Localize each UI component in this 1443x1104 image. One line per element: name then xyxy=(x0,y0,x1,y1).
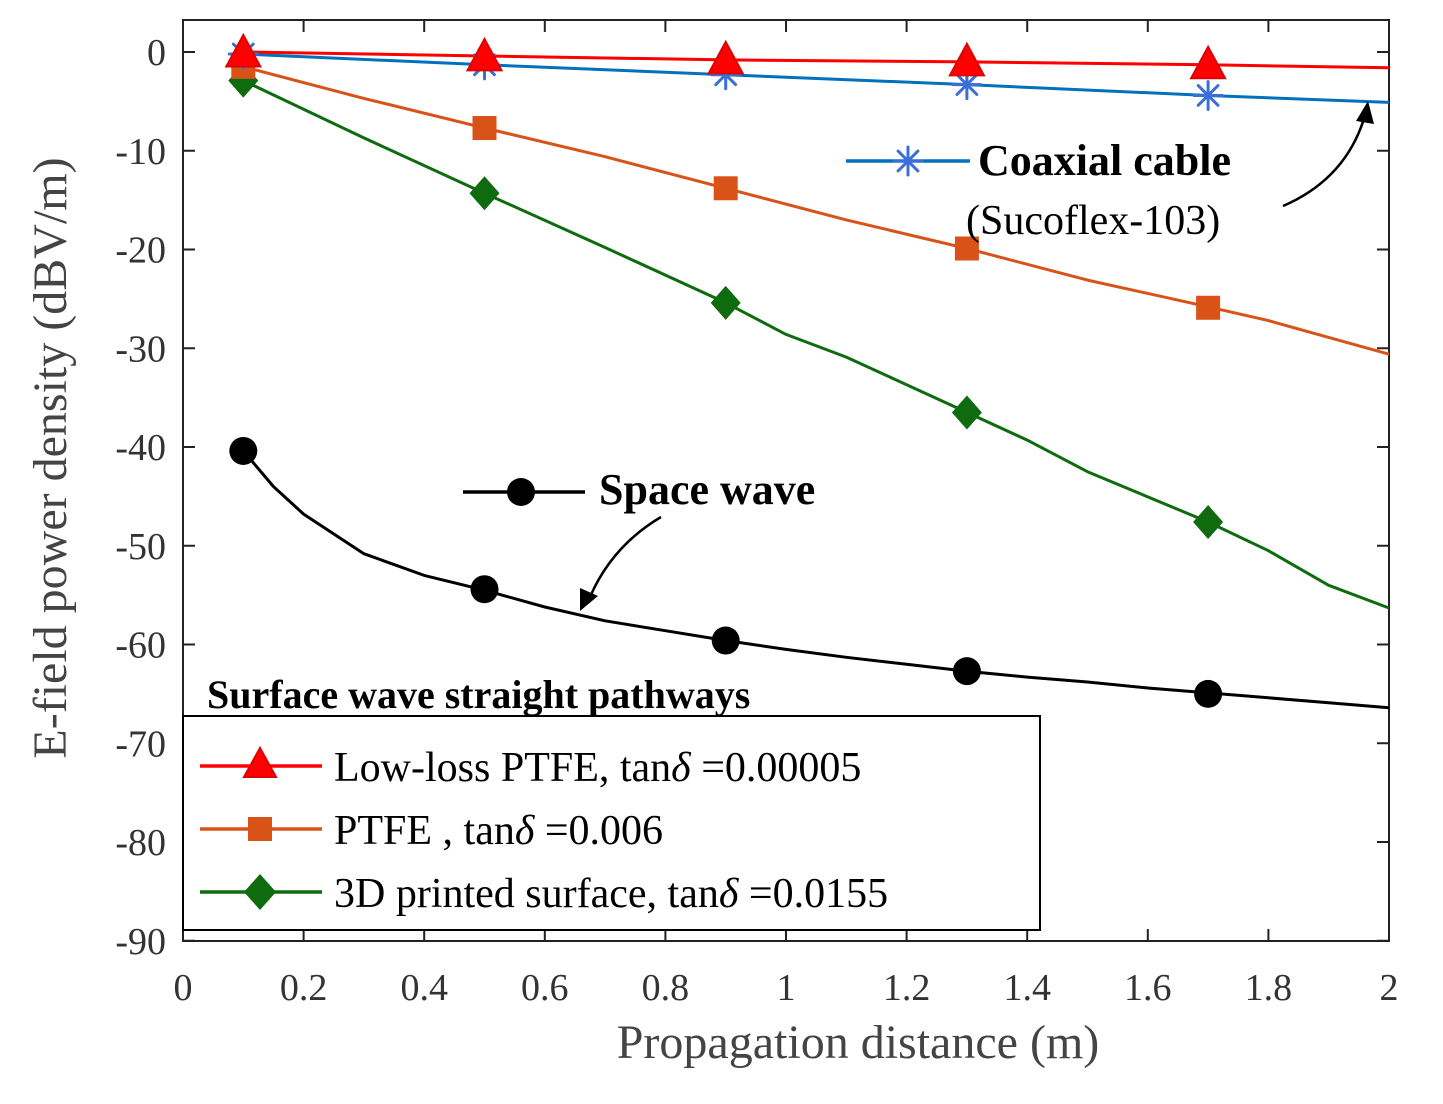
x-axis-label: Propagation distance (m) xyxy=(617,1016,1100,1069)
x-tick-label: 0.6 xyxy=(521,967,569,1009)
x-tick-label: 1.4 xyxy=(1003,967,1051,1009)
space-wave-legend-marker xyxy=(507,478,535,506)
data-point-triangle xyxy=(1189,44,1227,80)
asterisk-stroke xyxy=(1196,84,1220,107)
space-wave-label: Space wave xyxy=(599,465,815,514)
coax-arrow xyxy=(1282,111,1368,208)
legend-text-low-loss: Low-loss PTFE, tanδ =0.00005 xyxy=(334,745,861,791)
series-line-asterisk xyxy=(243,52,1390,104)
series-line-triangle xyxy=(243,50,1390,70)
series-line-diamond xyxy=(242,79,1390,610)
data-point-diamond xyxy=(469,176,500,211)
series-line-circle xyxy=(242,449,1390,710)
y-tick-label: -20 xyxy=(115,230,166,272)
data-point-circle xyxy=(952,657,981,686)
x-tick-label: 0.4 xyxy=(400,967,448,1009)
coax-subtitle: (Sucoflex-103) xyxy=(966,198,1220,244)
asterisk-stroke xyxy=(955,73,979,96)
y-tick-label: -10 xyxy=(115,131,166,173)
legend-text-ptfe: PTFE , tanδ =0.006 xyxy=(334,808,663,854)
legend-entry-ptfe: PTFE , tanδ =0.006 xyxy=(200,808,663,854)
data-point-square xyxy=(1196,295,1221,320)
x-tick-label: 1.8 xyxy=(1245,967,1293,1009)
y-tick-label: -90 xyxy=(115,921,166,963)
y-axis-label: E-field power density (dBV/m) xyxy=(24,157,77,758)
legend-marker-low-loss xyxy=(242,745,278,778)
y-tick-label: -50 xyxy=(115,526,166,568)
y-tick-label: 0 xyxy=(147,32,166,74)
space-wave-arrowhead xyxy=(580,588,598,611)
data-point-square xyxy=(713,176,738,201)
space-wave-arrow xyxy=(588,515,662,598)
data-point-triangle xyxy=(465,36,504,72)
y-tick-label: -40 xyxy=(115,427,166,469)
legend-entry-3d-printed: 3D printed surface, tanδ =0.0155 xyxy=(200,871,888,917)
series-markers-circle xyxy=(229,436,1223,708)
data-point-square xyxy=(954,236,979,261)
coax-arrowhead xyxy=(1356,101,1374,124)
data-point-triangle xyxy=(224,32,262,68)
series-markers-diamond xyxy=(228,63,1224,540)
data-point-circle xyxy=(1194,679,1223,708)
x-tick-label: 2 xyxy=(1380,967,1399,1009)
data-point-circle xyxy=(229,436,258,465)
data-point-square xyxy=(472,116,497,141)
legend-entry-low-loss: Low-loss PTFE, tanδ =0.00005 xyxy=(200,745,861,791)
x-tick-label: 0.2 xyxy=(280,967,328,1009)
data-point-circle xyxy=(711,626,740,655)
legend-marker-3d-printed xyxy=(244,874,276,910)
coax-title: Coaxial cable xyxy=(978,136,1231,185)
coax-annotation: Coaxial cable (Sucoflex-103) xyxy=(846,101,1374,244)
data-point-asterisk xyxy=(1192,79,1224,111)
series-lines xyxy=(242,50,1390,710)
x-tick-label: 0 xyxy=(174,967,193,1009)
x-tick-label: 0.8 xyxy=(642,967,690,1009)
coax-legend-marker xyxy=(892,145,924,177)
asterisk-stroke xyxy=(896,149,920,173)
series-line-square xyxy=(242,65,1390,356)
data-point-triangle xyxy=(707,39,745,75)
y-tick-label: -80 xyxy=(115,822,166,864)
axis-ticks: 0 0.2 0.4 0.6 0.8 1 1.2 1.4 1.6 1.8 2 0 -10 -20 -30 -40… xyxy=(115,20,1399,1009)
data-point-diamond xyxy=(951,395,982,430)
data-point-diamond xyxy=(1193,505,1224,540)
asterisk-icon xyxy=(892,145,924,177)
series-markers xyxy=(224,32,1227,708)
legend-title: Surface wave straight pathways xyxy=(207,672,750,717)
legend: Surface wave straight pathways Low-loss … xyxy=(182,672,1041,931)
legend-marker-ptfe xyxy=(248,817,272,841)
data-point-diamond xyxy=(710,285,741,320)
space-wave-annotation: Space wave xyxy=(463,465,815,611)
data-point-triangle xyxy=(948,41,986,77)
series-markers-triangle xyxy=(224,32,1227,80)
legend-text-3d-printed: 3D printed surface, tanδ =0.0155 xyxy=(334,871,888,917)
data-point-circle xyxy=(470,575,499,604)
y-tick-label: -30 xyxy=(115,328,166,370)
legend-box xyxy=(182,715,1041,931)
x-tick-label: 1.2 xyxy=(883,967,931,1009)
x-tick-label: 1.6 xyxy=(1124,967,1172,1009)
y-tick-label: -60 xyxy=(115,625,166,667)
y-tick-label: -70 xyxy=(115,723,166,765)
x-tick-label: 1 xyxy=(777,967,796,1009)
